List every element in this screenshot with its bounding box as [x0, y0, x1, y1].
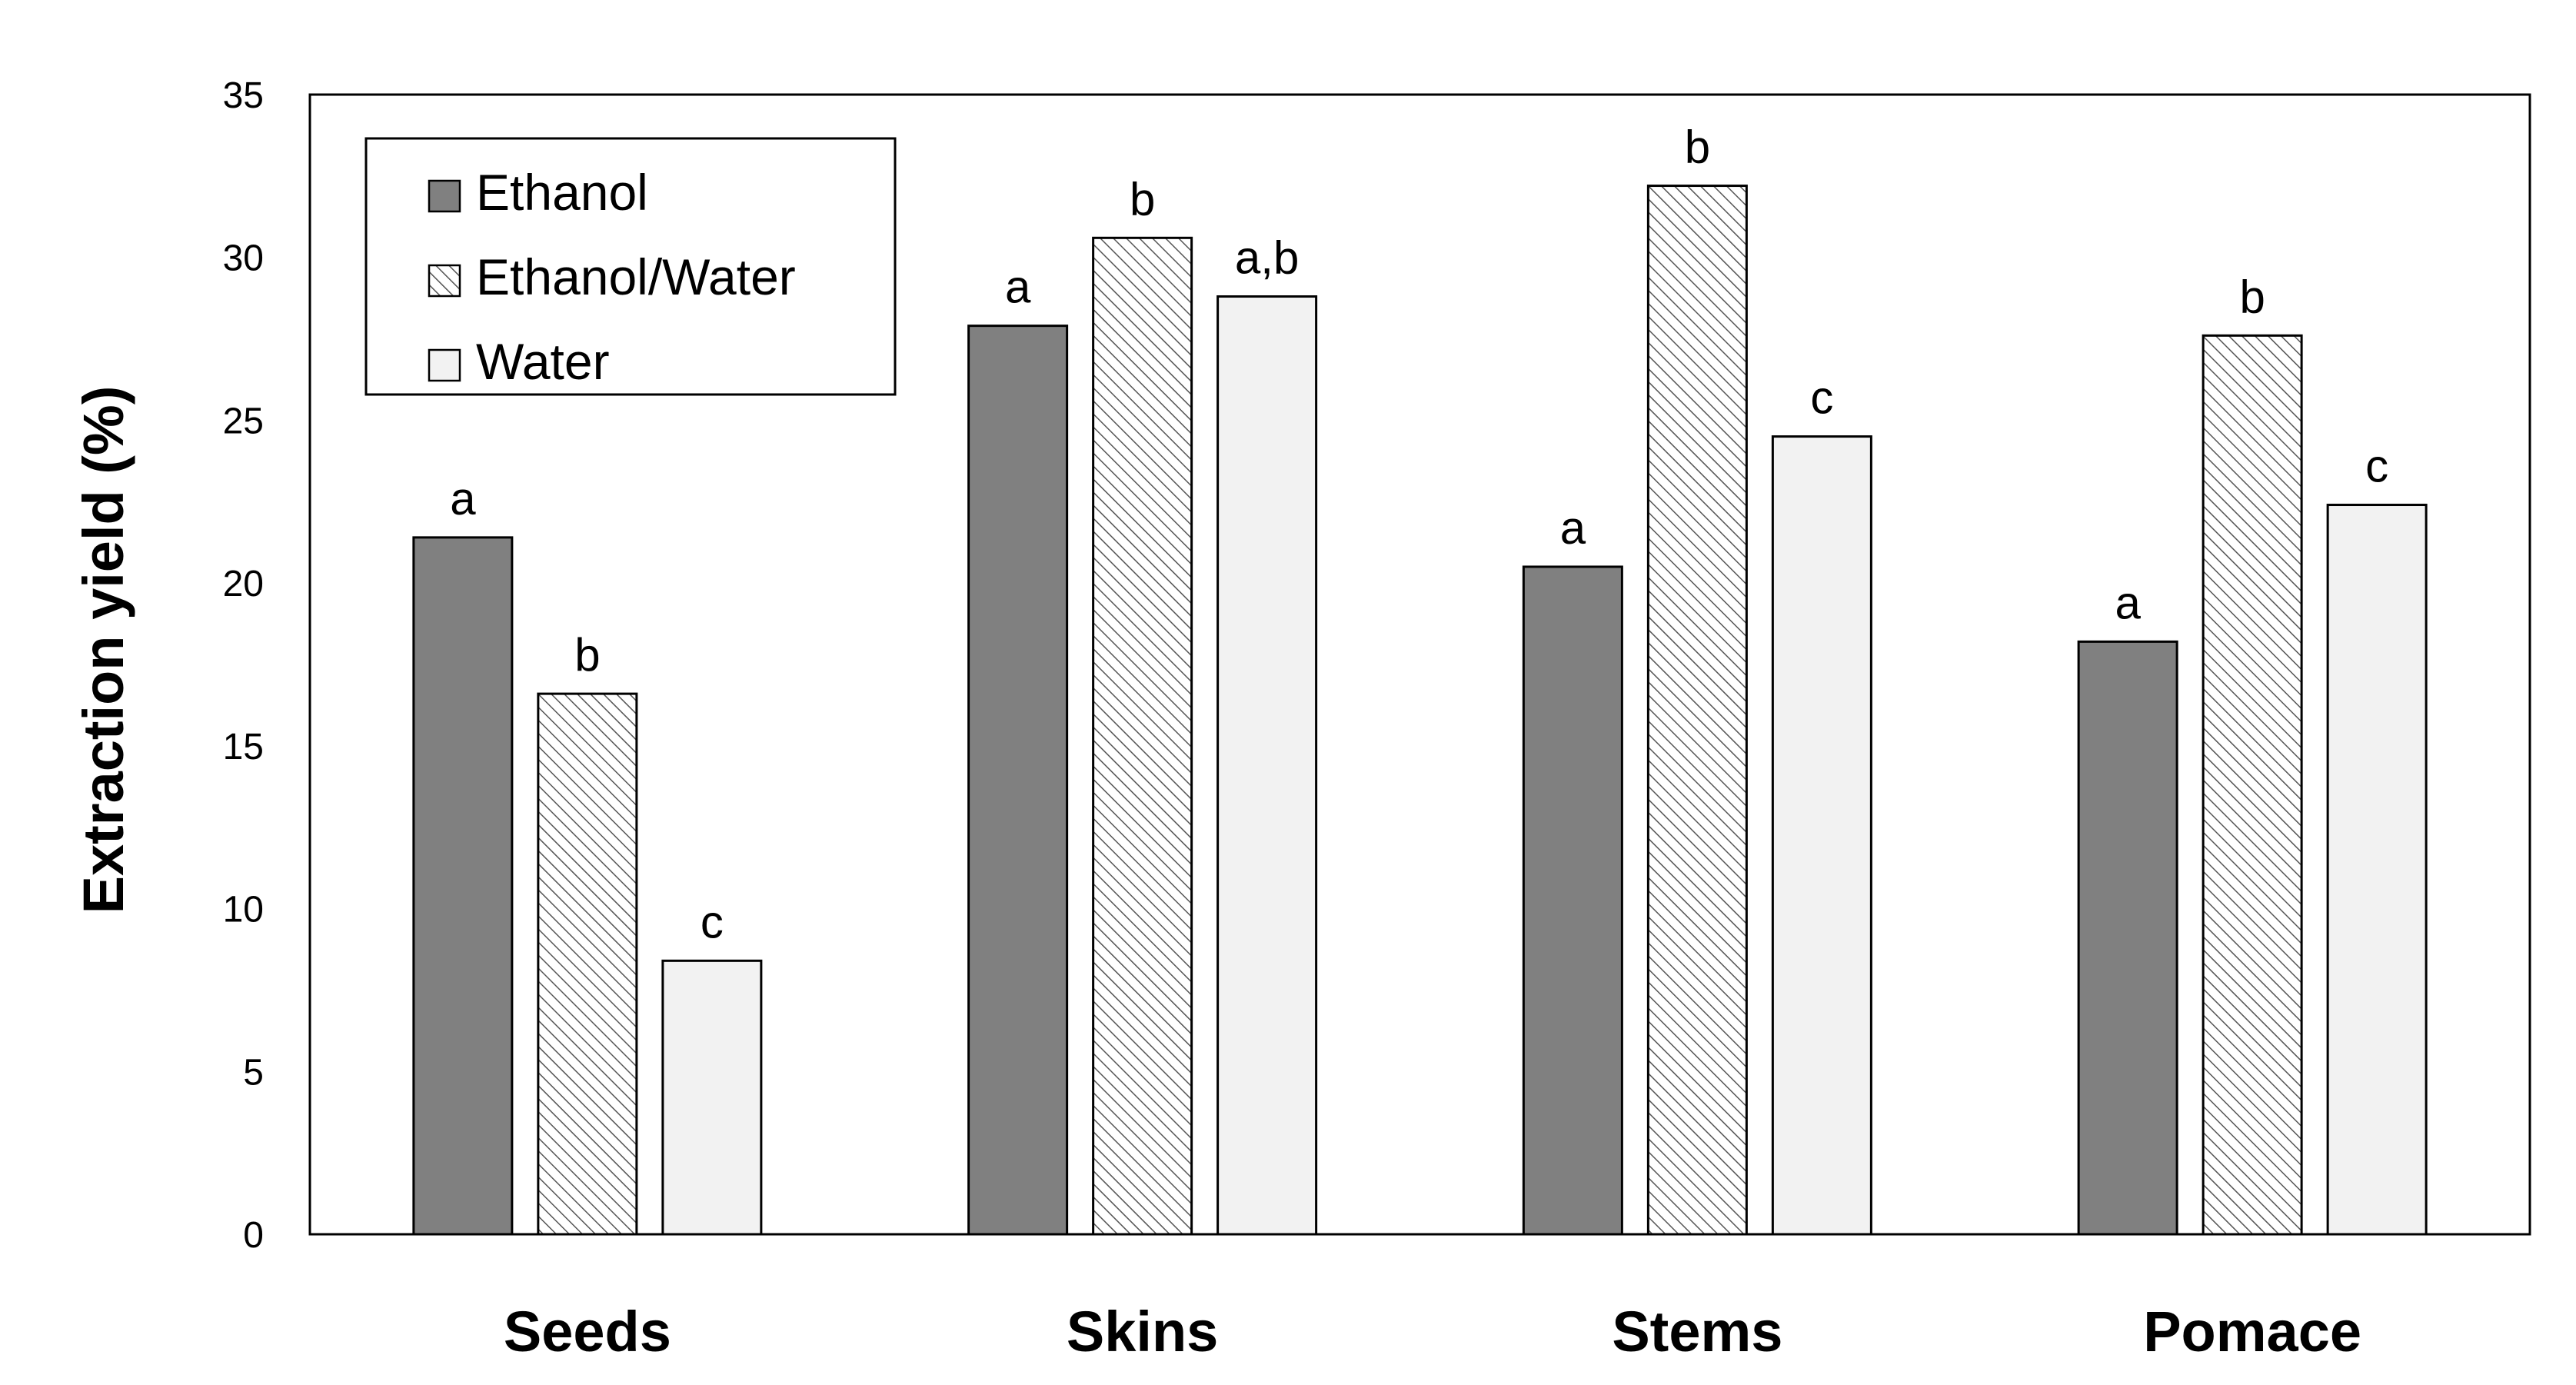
bar-significance-label: b: [574, 629, 600, 681]
x-category-label: Pomace: [2143, 1300, 2361, 1363]
bar-water-stems: [1771, 435, 1872, 1236]
bar-significance-label: a: [450, 473, 476, 524]
y-tick-label: 20: [223, 564, 264, 604]
y-tick-label: 5: [243, 1052, 264, 1093]
bars: [412, 185, 2428, 1236]
legend: Ethanol Ethanol/Water Water: [364, 137, 897, 396]
bar-significance-label: c: [701, 896, 724, 947]
y-axis: 0 5 10 15 20 25 30 35: [223, 75, 264, 1256]
legend-label: Ethanol/Water: [476, 248, 796, 305]
y-tick-label: 0: [243, 1215, 264, 1256]
bar-ethanol-seeds: [412, 536, 514, 1236]
bar-significance-label: a: [1560, 502, 1586, 554]
bar-ethanol-water-seeds: [537, 692, 638, 1236]
y-tick-label: 30: [223, 238, 264, 279]
bar-significance-label: b: [1130, 173, 1155, 225]
x-axis: Seeds Skins Stems Pomace: [504, 1300, 2361, 1363]
legend-swatch-water: [428, 348, 461, 382]
y-tick-label: 15: [223, 727, 264, 767]
legend-swatch-ethanol-water: [428, 264, 461, 298]
bar-labels: a b c a b a,b a b c a b c: [450, 122, 2388, 948]
bar-significance-label: a: [2115, 577, 2141, 628]
bar-significance-label: b: [2239, 271, 2265, 322]
bar-significance-label: b: [1685, 122, 1710, 173]
x-category-label: Skins: [1067, 1300, 1218, 1363]
bar-significance-label: c: [2365, 441, 2388, 492]
legend-label: Ethanol: [476, 164, 648, 221]
bar-water-pomace: [2326, 504, 2428, 1236]
bar-water-seeds: [661, 959, 763, 1236]
bar-ethanol-stems: [1522, 565, 1623, 1236]
bar-significance-label: c: [1810, 372, 1833, 424]
bar-significance-label: a,b: [1235, 232, 1299, 284]
legend-label: Water: [476, 333, 610, 390]
x-category-label: Seeds: [504, 1300, 671, 1363]
y-tick-label: 35: [223, 75, 264, 116]
y-axis-title: Extraction yield (%): [72, 386, 135, 914]
bar-ethanol-water-skins: [1092, 236, 1193, 1236]
bar-ethanol-water-stems: [1646, 185, 1748, 1236]
plot-frame: [308, 93, 2531, 1236]
y-tick-label: 25: [223, 401, 264, 441]
y-tick-label: 10: [223, 890, 264, 931]
plot-area-border: [308, 93, 2531, 1236]
bar-ethanol-skins: [967, 325, 1069, 1236]
bar-ethanol-water-pomace: [2202, 334, 2303, 1236]
x-category-label: Stems: [1612, 1300, 1782, 1363]
legend-swatch-ethanol: [428, 179, 461, 213]
bar-ethanol-pomace: [2077, 640, 2178, 1236]
bar-significance-label: a: [1005, 261, 1031, 313]
bar-water-skins: [1216, 295, 1318, 1236]
